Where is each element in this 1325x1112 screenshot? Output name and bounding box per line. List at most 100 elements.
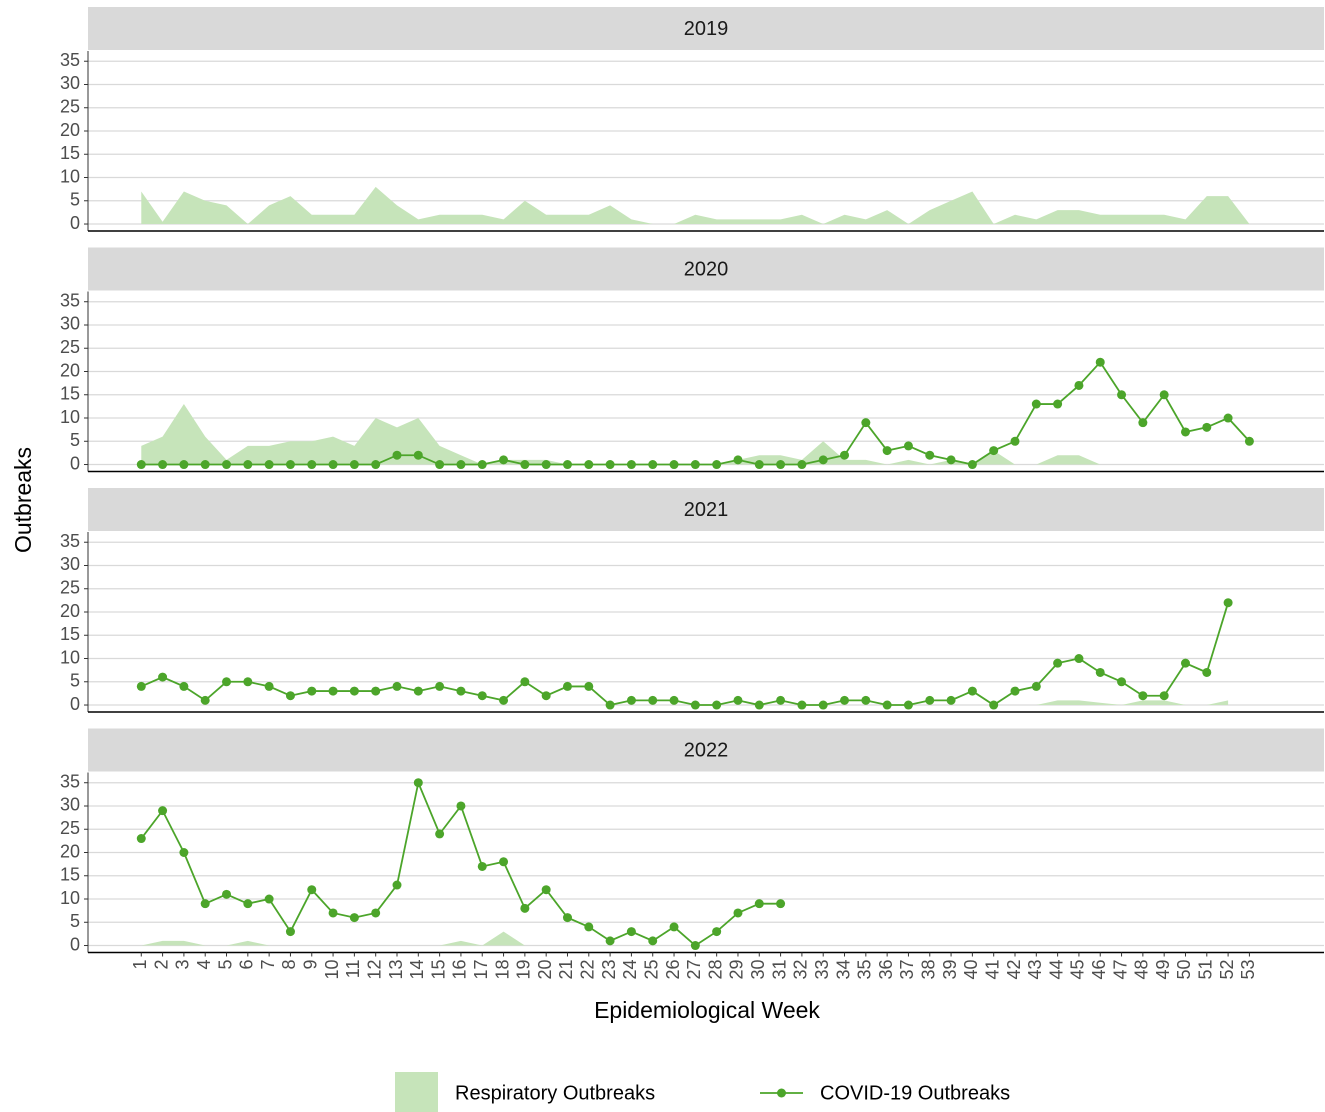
x-tick-label: 17 (471, 960, 491, 980)
y-tick-label: 35 (60, 290, 80, 310)
x-tick-label: 39 (940, 960, 960, 980)
covid-point (669, 922, 679, 932)
respiratory-area (141, 931, 781, 946)
y-tick-label: 10 (60, 647, 80, 667)
covid-point (200, 899, 210, 909)
covid-point (243, 677, 253, 687)
covid-point (307, 686, 317, 696)
x-tick-label: 8 (279, 960, 299, 970)
x-tick-label: 50 (1174, 960, 1194, 980)
covid-point (456, 686, 466, 696)
covid-point (925, 695, 935, 705)
covid-point (861, 418, 871, 428)
y-tick-label: 20 (60, 841, 80, 861)
covid-point (349, 460, 359, 470)
covid-point (307, 460, 317, 470)
covid-point (349, 913, 359, 923)
y-tick-label: 5 (70, 190, 80, 210)
legend-label: Respiratory Outbreaks (455, 1082, 655, 1104)
covid-point (264, 894, 274, 904)
covid-point (1031, 681, 1041, 691)
covid-point (669, 695, 679, 705)
covid-point (712, 700, 722, 710)
y-tick-label: 20 (60, 360, 80, 380)
y-tick-label: 30 (60, 73, 80, 93)
x-tick-label: 38 (919, 960, 939, 980)
x-tick-label: 53 (1238, 960, 1258, 980)
x-tick-label: 25 (641, 960, 661, 980)
covid-point (371, 686, 381, 696)
y-tick-label: 15 (60, 384, 80, 404)
y-axis-label: Outbreaks (10, 447, 36, 553)
covid-point (136, 460, 146, 470)
covid-point (413, 450, 423, 460)
x-tick-label: 42 (1004, 960, 1024, 980)
legend-swatch (395, 1072, 438, 1112)
x-tick-label: 35 (855, 960, 875, 980)
x-tick-label: 29 (727, 960, 747, 980)
x-tick-label: 51 (1196, 960, 1216, 980)
covid-point (754, 700, 764, 710)
covid-point (584, 922, 594, 932)
covid-point (285, 460, 295, 470)
covid-point (158, 672, 168, 682)
y-tick-label: 25 (60, 96, 80, 116)
covid-point (456, 801, 466, 811)
x-tick-label: 21 (556, 960, 576, 980)
x-tick-label: 6 (237, 960, 257, 970)
covid-point (243, 460, 253, 470)
covid-point (499, 857, 509, 867)
covid-point (200, 460, 210, 470)
covid-point (520, 903, 530, 913)
covid-point (989, 700, 999, 710)
covid-point (776, 899, 786, 909)
x-tick-label: 27 (684, 960, 704, 980)
x-tick-label: 33 (812, 960, 832, 980)
covid-point (541, 691, 551, 701)
y-tick-label: 20 (60, 120, 80, 140)
covid-point (520, 460, 530, 470)
covid-line (140, 602, 1229, 707)
covid-point (1053, 399, 1063, 409)
covid-point (179, 848, 189, 857)
y-tick-label: 15 (60, 143, 80, 163)
covid-point (1180, 427, 1190, 437)
x-tick-label: 26 (663, 960, 683, 980)
x-tick-label: 23 (599, 960, 619, 980)
covid-point (264, 681, 274, 691)
x-tick-label: 7 (258, 960, 278, 970)
covid-point (733, 455, 743, 465)
covid-point (605, 936, 615, 946)
x-axis-label: Epidemiological Week (594, 997, 820, 1023)
x-tick-label: 52 (1217, 960, 1237, 980)
covid-point (776, 460, 786, 470)
x-tick-label: 45 (1068, 960, 1088, 980)
x-tick-label: 2 (151, 960, 171, 970)
covid-point (541, 885, 551, 895)
covid-point (818, 700, 828, 710)
x-tick-label: 11 (343, 960, 363, 979)
covid-point (392, 681, 402, 691)
covid-point (1074, 380, 1084, 390)
covid-point (562, 460, 572, 470)
covid-point (1202, 667, 1212, 677)
covid-point (690, 941, 700, 951)
covid-point (541, 460, 551, 470)
covid-point (136, 834, 146, 844)
covid-point (605, 460, 615, 470)
covid-point (222, 677, 232, 687)
y-tick-label: 20 (60, 601, 80, 621)
covid-point (1117, 677, 1127, 687)
covid-point (1159, 691, 1169, 701)
covid-point (690, 460, 700, 470)
panel: 2020 0 5 10 15 20 25 30 35 (60, 247, 1324, 473)
y-tick-label: 0 (70, 694, 80, 714)
covid-point (1202, 422, 1212, 432)
covid-point (1031, 399, 1041, 409)
covid-point (477, 460, 487, 470)
legend-label: COVID-19 Outbreaks (820, 1082, 1010, 1104)
covid-point (435, 829, 445, 839)
covid-point (818, 455, 828, 465)
